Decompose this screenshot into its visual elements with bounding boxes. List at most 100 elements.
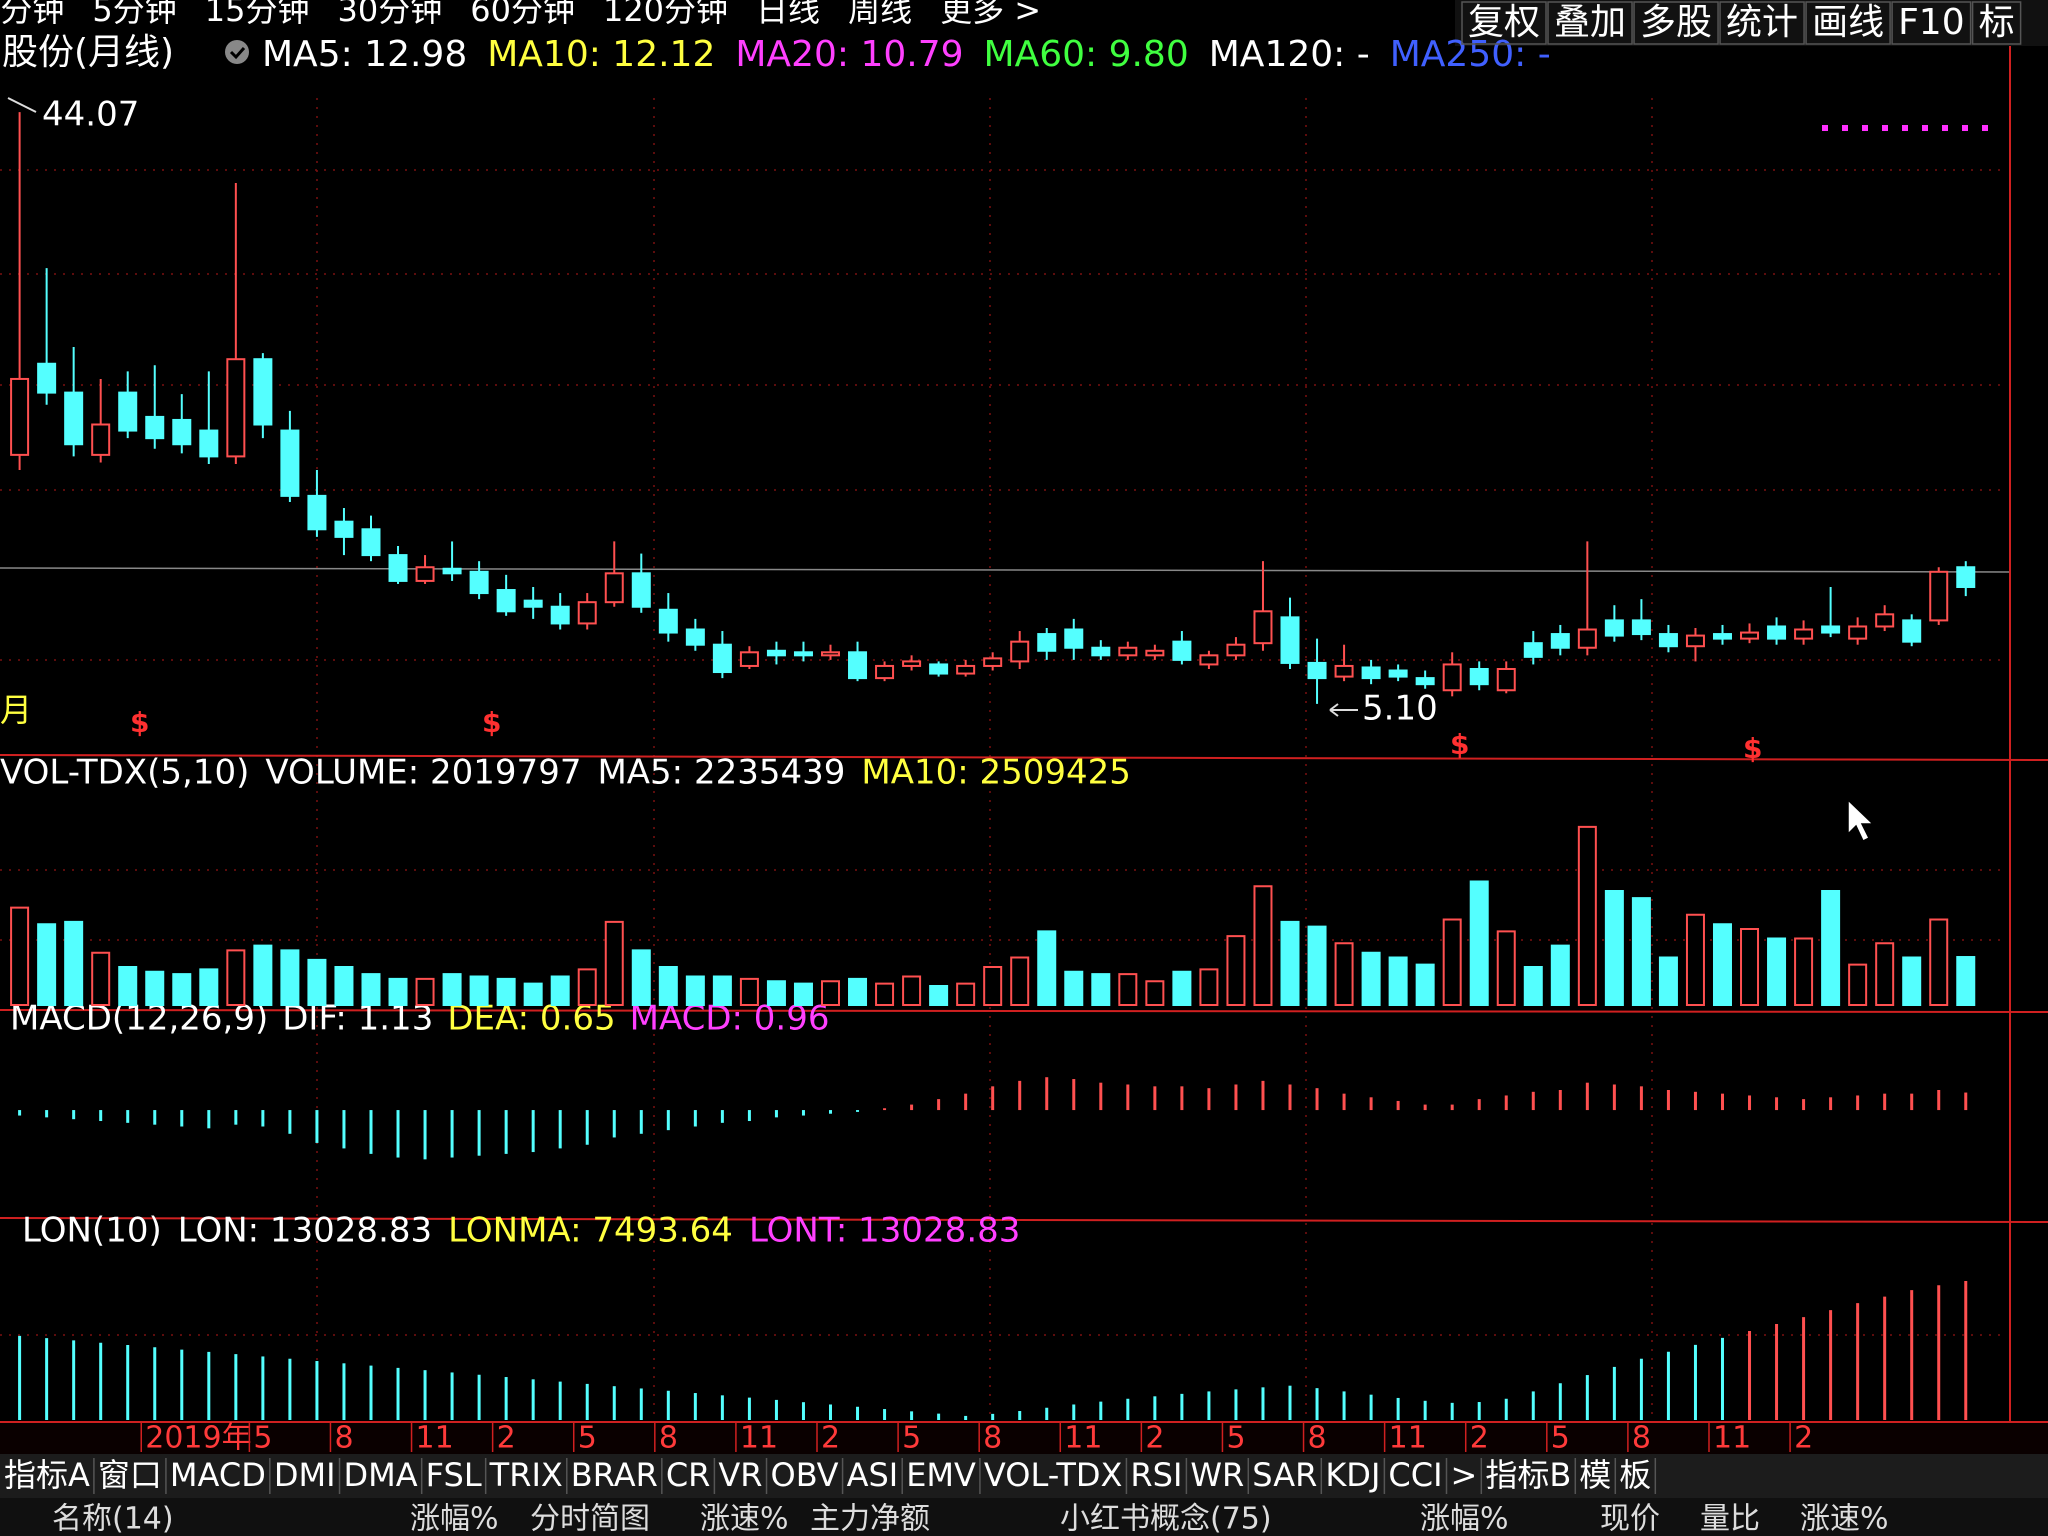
x-tick-label: 5 <box>902 1421 921 1456</box>
toolbar-button-frame <box>1461 1 1547 45</box>
candle-body <box>1199 654 1219 666</box>
period-button[interactable]: 5分钟 <box>92 0 176 29</box>
indicator-tab[interactable]: FSL <box>426 1456 482 1494</box>
indicator-tab[interactable]: VR <box>718 1456 762 1494</box>
candle-body <box>956 664 976 675</box>
candle-body <box>172 418 192 446</box>
indicator-tab[interactable]: CR <box>666 1456 711 1494</box>
indicator-tab[interactable]: RSI <box>1130 1456 1182 1494</box>
volume-bar <box>1253 885 1273 1006</box>
candle-body <box>361 528 381 557</box>
column-header[interactable]: 涨幅% <box>410 1502 499 1536</box>
indicator-tab[interactable]: > <box>1451 1456 1478 1494</box>
candle-body <box>1523 642 1543 658</box>
volume-bar <box>334 966 354 1006</box>
high-pointer <box>7 97 37 113</box>
candle-body <box>280 429 300 497</box>
indicator-tab[interactable]: DMA <box>344 1456 418 1494</box>
indicator-tab[interactable]: MACD <box>170 1456 266 1494</box>
candle-body <box>145 415 165 440</box>
indicator-tab[interactable]: SAR <box>1252 1456 1317 1494</box>
candle-body <box>577 601 597 625</box>
indicator-tab[interactable]: ASI <box>847 1456 899 1494</box>
volume-bar <box>1631 897 1651 1006</box>
x-tick-label: 8 <box>1632 1421 1651 1456</box>
column-header[interactable]: 分时简图 <box>530 1502 650 1536</box>
indicator-tab[interactable]: BRAR <box>571 1456 658 1494</box>
x-tick-label: 8 <box>659 1421 678 1456</box>
settings-icon[interactable] <box>225 40 249 64</box>
period-button[interactable]: 1分钟 <box>0 0 64 29</box>
volume-bar <box>1415 963 1435 1006</box>
period-button[interactable]: 15分钟 <box>205 0 310 29</box>
indicator-tab[interactable]: 模 <box>1579 1456 1611 1494</box>
indicator-tab[interactable]: OBV <box>771 1456 839 1494</box>
volume-bar <box>793 982 813 1006</box>
panel-separator <box>0 754 2048 761</box>
volume-bar <box>37 923 57 1006</box>
candle-body <box>983 657 1003 667</box>
volume-bar <box>1712 923 1732 1006</box>
indicator-tab[interactable]: VOL-TDX <box>984 1456 1123 1494</box>
volume-bar <box>956 982 976 1006</box>
column-header[interactable]: 小红书概念(75) <box>1060 1502 1272 1536</box>
candle-body <box>1658 633 1678 648</box>
candle-body <box>1550 633 1570 649</box>
indicator-tab[interactable]: 指标A <box>4 1456 90 1494</box>
candle-body <box>37 362 57 394</box>
indicator-tab[interactable]: 指标B <box>1485 1456 1571 1494</box>
x-tick-label: 8 <box>1308 1421 1327 1456</box>
candle-body <box>1496 667 1516 692</box>
toolbar-button[interactable]: 统计 <box>1726 2 1798 43</box>
candle-body <box>875 664 895 680</box>
indicator-tab[interactable]: EMV <box>906 1456 976 1494</box>
candle-body <box>1118 646 1138 657</box>
toolbar-button[interactable]: 标 <box>1979 2 2015 43</box>
volume-bar <box>1280 920 1300 1006</box>
period-button[interactable]: 周线 <box>848 0 912 29</box>
period-button[interactable]: 日线 <box>756 0 820 29</box>
indicator-label: MA120: - <box>1209 34 1370 75</box>
candle-body <box>793 651 813 657</box>
candle-body <box>550 605 570 625</box>
column-header[interactable]: 涨幅% <box>1420 1502 1509 1536</box>
indicator-tab[interactable]: 窗口 <box>98 1456 162 1494</box>
x-tick-label: 8 <box>983 1421 1002 1456</box>
high-label: 44.07 <box>42 95 139 135</box>
indicator-tab[interactable]: TRIX <box>489 1456 563 1494</box>
toolbar-button[interactable]: 画线 <box>1812 2 1884 43</box>
indicator-tab[interactable]: WR <box>1190 1456 1244 1494</box>
toolbar-button[interactable]: 复权 <box>1468 2 1540 43</box>
volume-bar <box>442 973 462 1006</box>
volume-bar <box>1199 968 1219 1006</box>
toolbar-button[interactable]: 叠加 <box>1554 2 1626 43</box>
toolbar-button-frame <box>1971 1 2022 45</box>
signal-marker: $ <box>1743 732 1762 765</box>
period-button[interactable]: 120分钟 <box>603 0 728 29</box>
indicator-label: LONMA: 7493.64 <box>448 1211 733 1251</box>
indicator-tab[interactable]: 板 <box>1619 1456 1651 1494</box>
indicator-tab[interactable]: DMI <box>274 1456 336 1494</box>
column-header[interactable]: 名称(14) <box>52 1502 174 1536</box>
column-header[interactable]: 现价 <box>1600 1502 1660 1536</box>
toolbar-button[interactable]: 多股 <box>1640 2 1712 43</box>
candle-body <box>1712 633 1732 640</box>
period-button[interactable]: 更多 > <box>940 0 1041 29</box>
column-header[interactable]: 涨速% <box>700 1502 789 1536</box>
candle-body <box>658 608 678 634</box>
period-button[interactable]: 30分钟 <box>337 0 442 29</box>
column-header[interactable]: 主力净额 <box>810 1502 930 1536</box>
volume-bar <box>1821 890 1841 1006</box>
x-tick-label: 2 <box>1794 1421 1813 1456</box>
indicator-tab[interactable]: CCI <box>1388 1456 1442 1494</box>
toolbar-button[interactable]: F10 <box>1898 2 1965 43</box>
candle-body <box>1740 631 1760 640</box>
period-button[interactable]: 60分钟 <box>470 0 575 29</box>
x-tick-label: 2019年 <box>145 1421 251 1456</box>
x-tick-label: 8 <box>334 1421 353 1456</box>
indicator-tab[interactable]: KDJ <box>1325 1456 1380 1494</box>
volume-bar <box>1469 880 1489 1006</box>
column-header[interactable]: 涨速% <box>1800 1502 1889 1536</box>
column-header[interactable]: 量比 <box>1700 1502 1760 1536</box>
